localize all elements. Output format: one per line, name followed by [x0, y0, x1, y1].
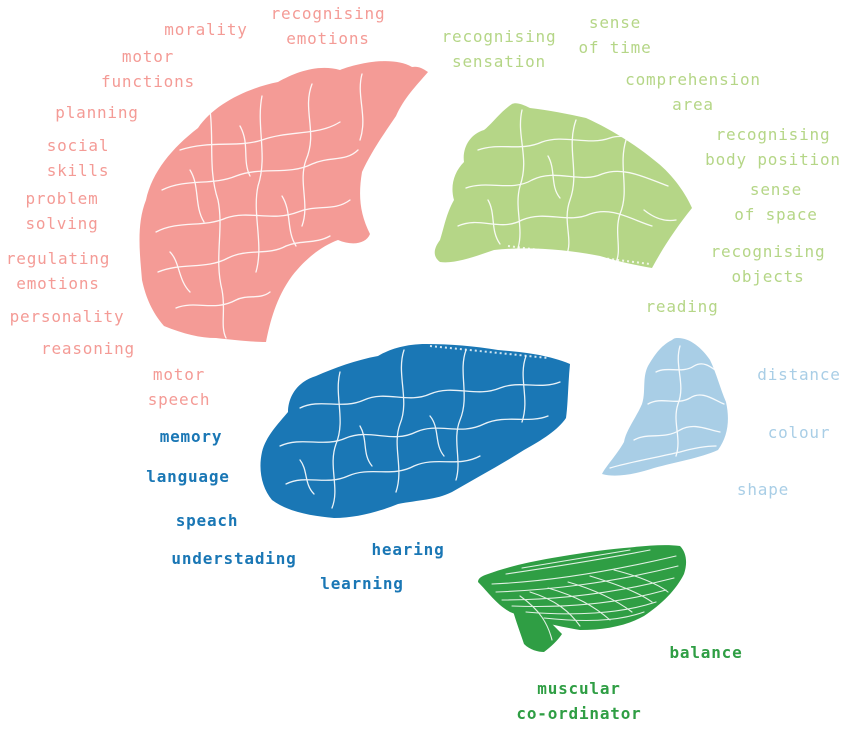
- label-muscular-coordinator-line1: muscular: [537, 679, 621, 698]
- label-morality-text: morality: [164, 20, 248, 39]
- label-distance: distance: [757, 362, 840, 387]
- label-recognising-body-position-line2: body position: [705, 150, 841, 169]
- occipital-lobe: [602, 338, 728, 476]
- label-motor-speech-line2: speech: [147, 390, 211, 409]
- temporal-lobe-folds: [279, 349, 561, 509]
- label-muscular-coordinator-line2: co-ordinator: [516, 704, 642, 723]
- label-hearing-text: hearing: [371, 540, 445, 559]
- label-understading-text: understading: [171, 549, 297, 568]
- parietal-lobe-edge: [507, 245, 651, 265]
- label-recognising-objects-line2: objects: [731, 267, 805, 286]
- parietal-lobe: [434, 103, 692, 268]
- label-regulating-emotions-line2: emotions: [16, 274, 100, 293]
- occipital-lobe-shape: [602, 338, 728, 476]
- occipital-lobe-folds: [609, 345, 725, 469]
- label-motor-speech: motor speech: [148, 362, 211, 412]
- label-sense-of-time-line2: of time: [578, 38, 652, 57]
- label-shape: shape: [737, 477, 789, 502]
- label-reasoning: reasoning: [41, 336, 135, 361]
- label-memory: memory: [160, 424, 223, 449]
- label-motor-functions-line1: motor: [121, 47, 175, 66]
- label-personality-text: personality: [9, 307, 125, 326]
- label-social-skills: social skills: [47, 133, 110, 183]
- label-motor-functions: motor functions: [101, 44, 195, 94]
- label-recognising-body-position: recognising body position: [705, 122, 841, 172]
- label-speach-text: speach: [175, 511, 239, 530]
- label-reasoning-text: reasoning: [41, 339, 135, 358]
- parietal-lobe-folds: [457, 109, 677, 263]
- label-problem-solving-line1: problem: [25, 189, 99, 208]
- label-sense-of-space-line2: of space: [734, 205, 818, 224]
- label-problem-solving-line2: solving: [25, 214, 99, 233]
- frontal-lobe-folds: [155, 73, 364, 339]
- label-learning: learning: [320, 571, 403, 596]
- label-recognising-objects-line1: recognising: [710, 242, 826, 261]
- label-reading-text: reading: [645, 297, 719, 316]
- label-personality: personality: [10, 304, 125, 329]
- label-speach: speach: [176, 508, 239, 533]
- label-planning-text: planning: [55, 103, 139, 122]
- label-learning-text: learning: [320, 574, 404, 593]
- label-muscular-coordinator: muscular co-ordinator: [516, 676, 641, 726]
- label-regulating-emotions-line1: regulating: [5, 249, 111, 268]
- temporal-lobe: [260, 344, 570, 518]
- label-motor-functions-line2: functions: [101, 72, 195, 91]
- label-comprehension-area: comprehension area: [625, 67, 761, 117]
- label-sense-of-time: sense of time: [578, 10, 651, 60]
- label-recognising-body-position-line1: recognising: [715, 125, 831, 144]
- label-planning: planning: [55, 100, 138, 125]
- label-shape-text: shape: [736, 480, 790, 499]
- label-recognising-sensation: recognising sensation: [442, 24, 557, 74]
- label-sense-of-space: sense of space: [734, 177, 817, 227]
- label-social-skills-line2: skills: [46, 161, 110, 180]
- label-language-text: language: [146, 467, 230, 486]
- label-motor-speech-line1: motor: [152, 365, 206, 384]
- frontal-lobe-shape: [139, 61, 428, 342]
- label-comprehension-area-line2: area: [672, 95, 714, 114]
- cerebellum-folia: [491, 549, 679, 641]
- label-understading: understading: [171, 546, 296, 571]
- label-recognising-emotions-line1: recognising: [270, 4, 386, 23]
- label-recognising-emotions-line2: emotions: [286, 29, 370, 48]
- label-comprehension-area-line1: comprehension: [625, 70, 761, 89]
- label-sense-of-time-line1: sense: [588, 13, 642, 32]
- label-colour: colour: [768, 420, 831, 445]
- label-recognising-sensation-line1: recognising: [441, 27, 557, 46]
- label-balance-text: balance: [669, 643, 743, 662]
- parietal-lobe-shape: [434, 103, 692, 268]
- label-recognising-objects: recognising objects: [711, 239, 826, 289]
- cerebellum: [478, 545, 687, 652]
- label-reading: reading: [645, 294, 718, 319]
- label-social-skills-line1: social: [46, 136, 110, 155]
- label-recognising-sensation-line2: sensation: [452, 52, 546, 71]
- label-sense-of-space-line1: sense: [749, 180, 803, 199]
- label-problem-solving: problem solving: [25, 186, 98, 236]
- label-colour-text: colour: [767, 423, 831, 442]
- label-morality: morality: [164, 17, 247, 42]
- label-language: language: [146, 464, 229, 489]
- label-distance-text: distance: [757, 365, 841, 384]
- label-hearing: hearing: [371, 537, 444, 562]
- label-memory-text: memory: [159, 427, 223, 446]
- label-recognising-emotions: recognising emotions: [271, 1, 386, 51]
- label-regulating-emotions: regulating emotions: [6, 246, 110, 296]
- label-balance: balance: [669, 640, 742, 665]
- frontal-lobe: [139, 61, 428, 342]
